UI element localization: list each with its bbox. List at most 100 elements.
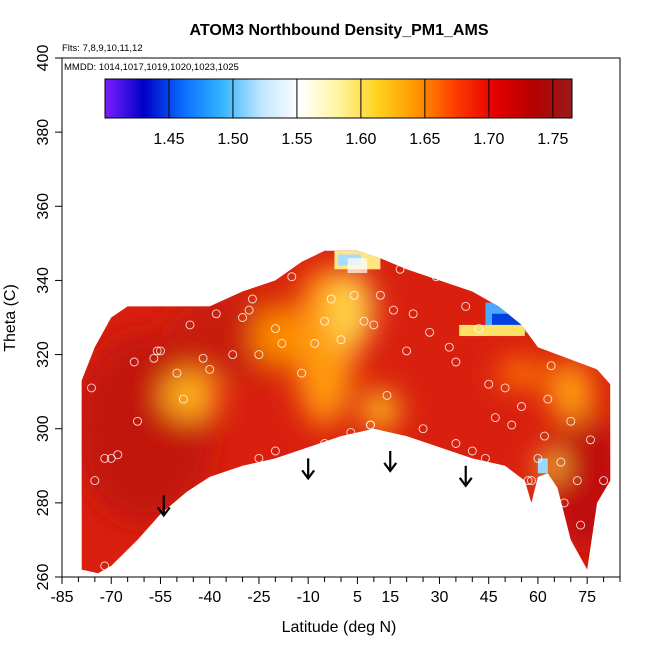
sample-point bbox=[310, 338, 320, 348]
field-blob bbox=[162, 371, 219, 420]
sample-point bbox=[359, 316, 369, 326]
colorbar-tick-label: 1.45 bbox=[153, 131, 184, 148]
sample-point bbox=[156, 346, 165, 356]
field-patch bbox=[491, 313, 525, 325]
sample-point bbox=[270, 324, 280, 334]
sample-point bbox=[490, 413, 500, 423]
sample-point bbox=[178, 394, 188, 404]
sample-point bbox=[238, 313, 247, 322]
sample-point bbox=[90, 476, 100, 486]
sample-point bbox=[106, 453, 116, 463]
chart-title: ATOM3 Northbound Density_PM1_AMS bbox=[190, 22, 489, 39]
sample-point bbox=[425, 327, 435, 337]
sample-point bbox=[451, 439, 461, 448]
sample-point bbox=[254, 453, 264, 463]
sample-point bbox=[100, 561, 110, 571]
sample-point bbox=[326, 294, 336, 304]
profile-arrows bbox=[156, 450, 473, 518]
sample-point bbox=[549, 502, 559, 512]
field-patch bbox=[537, 458, 548, 474]
x-tick-label: 15 bbox=[381, 589, 399, 606]
x-tick-label: -85 bbox=[50, 589, 73, 606]
sample-point bbox=[576, 520, 586, 530]
sample-point bbox=[336, 335, 346, 345]
sample-point bbox=[599, 476, 609, 486]
sample-point bbox=[221, 472, 231, 482]
sample-point bbox=[152, 346, 162, 356]
x-axis-label: Latitude (deg N) bbox=[282, 619, 397, 636]
sample-point bbox=[244, 305, 254, 315]
colorbar-tick-label: 1.70 bbox=[473, 131, 504, 148]
sample-point bbox=[270, 446, 280, 456]
sample-point bbox=[320, 439, 330, 448]
sample-point bbox=[228, 350, 238, 360]
sample-point bbox=[185, 320, 195, 330]
y-tick-label: 300 bbox=[35, 415, 52, 442]
x-axis: -85 -70 -55 -40 -25 -10 5 15 30 45 60 75 bbox=[50, 577, 621, 606]
profile-arrow-head bbox=[156, 506, 171, 518]
colorbar bbox=[104, 78, 573, 119]
colorbar-ticks: 1.45 1.50 1.55 1.60 1.65 1.70 1.75 bbox=[153, 79, 568, 148]
profile-arrow-head bbox=[383, 462, 398, 473]
y-tick-label: 380 bbox=[35, 119, 52, 146]
sample-point bbox=[297, 368, 307, 378]
sample-point bbox=[517, 402, 526, 411]
dates-note: MMDD: 1014,1017,1019,1020,1023,1025 bbox=[64, 62, 239, 73]
y-tick-label: 360 bbox=[35, 193, 52, 220]
sample-point bbox=[559, 498, 569, 508]
colorbar-tick-label: 1.60 bbox=[345, 131, 376, 148]
sample-point bbox=[402, 346, 412, 356]
flights-note: Flts: 7,8,9,10,11,12 bbox=[62, 43, 143, 54]
y-tick-label: 280 bbox=[35, 489, 52, 516]
sample-point bbox=[507, 420, 517, 430]
field-blob bbox=[328, 270, 373, 351]
y-axis: 260 280 300 320 340 360 380 400 bbox=[35, 45, 62, 591]
sample-point bbox=[172, 368, 182, 378]
sample-point bbox=[526, 476, 536, 486]
sample-point bbox=[366, 420, 375, 430]
x-tick-label: 5 bbox=[353, 589, 362, 606]
field-patch bbox=[347, 258, 368, 274]
sample-point bbox=[254, 350, 264, 360]
sample-points bbox=[87, 264, 609, 571]
field-blob bbox=[496, 359, 547, 388]
sample-point bbox=[389, 305, 398, 315]
sample-point bbox=[431, 272, 441, 282]
sample-point bbox=[523, 476, 533, 486]
sample-point bbox=[211, 309, 221, 319]
y-axis-label: Theta (C) bbox=[2, 284, 19, 352]
sample-point bbox=[546, 361, 556, 371]
sample-point bbox=[408, 309, 418, 319]
sample-point bbox=[287, 272, 297, 282]
sample-point bbox=[198, 353, 208, 363]
sample-point bbox=[556, 457, 566, 467]
sample-point bbox=[113, 450, 123, 460]
sample-point bbox=[451, 357, 461, 367]
sample-point bbox=[566, 416, 576, 426]
y-tick-label: 260 bbox=[35, 564, 52, 591]
sample-point bbox=[572, 476, 582, 486]
x-tick-label: 75 bbox=[578, 589, 596, 606]
sample-point bbox=[500, 383, 510, 393]
field-blob bbox=[253, 306, 298, 367]
field-patch bbox=[459, 324, 525, 337]
sample-point bbox=[133, 416, 142, 426]
y-tick-label: 340 bbox=[35, 267, 52, 294]
colorbar-tick-label: 1.65 bbox=[409, 131, 440, 148]
sample-point bbox=[461, 301, 471, 311]
sample-point bbox=[346, 427, 356, 437]
x-tick-label: 30 bbox=[431, 589, 449, 606]
sample-point bbox=[484, 379, 494, 389]
x-tick-label: 60 bbox=[529, 589, 547, 606]
field-blobs bbox=[81, 267, 611, 555]
x-tick-label: -25 bbox=[247, 589, 270, 606]
field-blob bbox=[547, 414, 611, 555]
sample-point bbox=[418, 424, 428, 434]
field-blob bbox=[362, 390, 399, 431]
sample-point bbox=[586, 435, 595, 445]
sample-point bbox=[100, 453, 110, 463]
x-tick-label: -55 bbox=[149, 589, 172, 606]
profile-arrow-head bbox=[301, 469, 316, 481]
sample-point bbox=[540, 431, 549, 441]
sample-point bbox=[467, 446, 477, 456]
